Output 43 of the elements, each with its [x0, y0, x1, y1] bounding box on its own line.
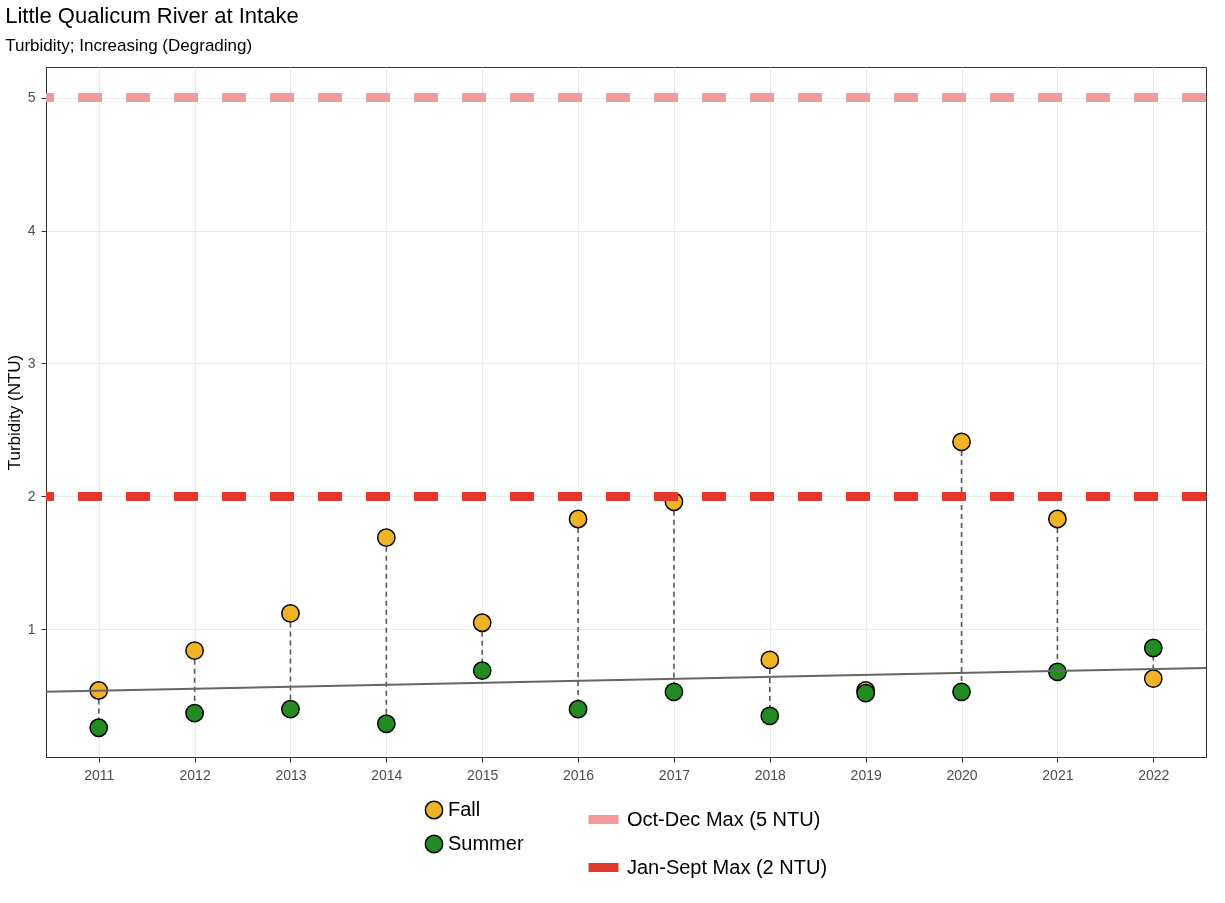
x-tick-label: 2019 — [850, 766, 882, 783]
y-tick-label: 4 — [27, 222, 36, 239]
point — [664, 682, 684, 702]
point — [1047, 509, 1067, 529]
chart-subtitle: Turbidity; Increasing (Degrading) — [5, 36, 253, 55]
y-tick-label: 5 — [27, 89, 36, 106]
x-tick-label: 2015 — [467, 766, 499, 783]
legend-label: Fall — [448, 798, 481, 820]
x-tick-label: 2022 — [1138, 766, 1170, 783]
point — [760, 650, 780, 670]
point — [89, 718, 109, 738]
legend-label: Oct-Dec Max (5 NTU) — [627, 807, 821, 830]
point — [472, 661, 492, 680]
legend-label: Jan-Sept Max (2 NTU) — [627, 855, 828, 878]
chart-title: Little Qualicum River at Intake — [5, 3, 299, 28]
x-tick-label: 2011 — [84, 766, 115, 783]
x-tick-label: 2012 — [179, 766, 211, 783]
point — [568, 699, 588, 719]
x-tick-label: 2017 — [658, 766, 691, 783]
point — [281, 699, 300, 719]
point — [760, 706, 780, 726]
y-tick-label: 2 — [27, 487, 36, 504]
x-tick-label: 2021 — [1042, 766, 1074, 783]
point — [952, 432, 971, 452]
point — [472, 613, 492, 633]
x-tick-label: 2018 — [754, 766, 787, 783]
point — [185, 703, 205, 723]
point — [568, 509, 588, 529]
point — [376, 528, 396, 548]
point — [952, 682, 971, 702]
point — [1143, 669, 1163, 688]
point — [1143, 638, 1163, 658]
x-tick-label: 2016 — [562, 766, 595, 783]
y-axis-title: Turbidity (NTU) — [4, 354, 24, 471]
y-tick-label: 3 — [27, 354, 36, 371]
point — [281, 604, 300, 623]
x-tick-label: 2013 — [275, 766, 307, 783]
legend-label: Summer — [448, 832, 524, 854]
point — [185, 641, 205, 661]
x-tick-label: 2020 — [946, 766, 978, 783]
point — [376, 714, 396, 734]
y-tick-label: 1 — [27, 620, 36, 637]
x-tick-label: 2014 — [371, 766, 403, 783]
